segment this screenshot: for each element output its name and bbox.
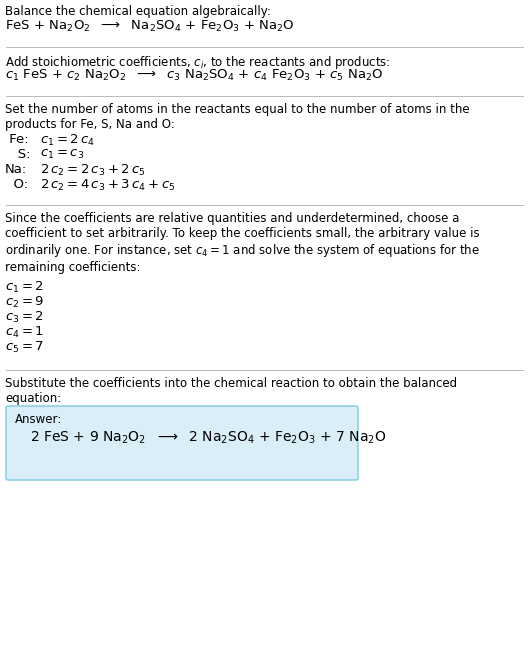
Text: Answer:: Answer: — [15, 413, 62, 426]
Text: Balance the chemical equation algebraically:: Balance the chemical equation algebraica… — [5, 5, 271, 18]
Text: $c_1 = 2$: $c_1 = 2$ — [5, 280, 44, 295]
Text: Fe:: Fe: — [5, 133, 29, 146]
Text: Na:: Na: — [5, 163, 28, 176]
Text: $2\,c_2 = 2\,c_3 + 2\,c_5$: $2\,c_2 = 2\,c_3 + 2\,c_5$ — [40, 163, 145, 178]
Text: $c_1 = c_3$: $c_1 = c_3$ — [40, 148, 84, 161]
Text: $c_2 = 9$: $c_2 = 9$ — [5, 295, 44, 310]
Text: $c_5 = 7$: $c_5 = 7$ — [5, 340, 44, 355]
Text: $c_3 = 2$: $c_3 = 2$ — [5, 310, 44, 325]
Text: Add stoichiometric coefficients, $c_i$, to the reactants and products:: Add stoichiometric coefficients, $c_i$, … — [5, 54, 390, 71]
Text: O:: O: — [5, 178, 28, 191]
Text: $c_1 = 2\,c_4$: $c_1 = 2\,c_4$ — [40, 133, 95, 148]
FancyBboxPatch shape — [6, 406, 358, 480]
Text: Substitute the coefficients into the chemical reaction to obtain the balanced
eq: Substitute the coefficients into the che… — [5, 377, 457, 405]
Text: 2 FeS + 9 Na$_2$O$_2$  $\longrightarrow$  2 Na$_2$SO$_4$ + Fe$_2$O$_3$ + 7 Na$_2: 2 FeS + 9 Na$_2$O$_2$ $\longrightarrow$ … — [30, 430, 387, 446]
Text: Set the number of atoms in the reactants equal to the number of atoms in the
pro: Set the number of atoms in the reactants… — [5, 103, 470, 131]
Text: FeS + Na$_2$O$_2$  $\longrightarrow$  Na$_2$SO$_4$ + Fe$_2$O$_3$ + Na$_2$O: FeS + Na$_2$O$_2$ $\longrightarrow$ Na$_… — [5, 19, 295, 34]
Text: S:: S: — [5, 148, 31, 161]
Text: $c_4 = 1$: $c_4 = 1$ — [5, 325, 44, 340]
Text: Since the coefficients are relative quantities and underdetermined, choose a
coe: Since the coefficients are relative quan… — [5, 212, 480, 274]
Text: $c_1$ FeS + $c_2$ Na$_2$O$_2$  $\longrightarrow$  $c_3$ Na$_2$SO$_4$ + $c_4$ Fe$: $c_1$ FeS + $c_2$ Na$_2$O$_2$ $\longrigh… — [5, 68, 384, 83]
Text: $2\,c_2 = 4\,c_3 + 3\,c_4 + c_5$: $2\,c_2 = 4\,c_3 + 3\,c_4 + c_5$ — [40, 178, 176, 193]
